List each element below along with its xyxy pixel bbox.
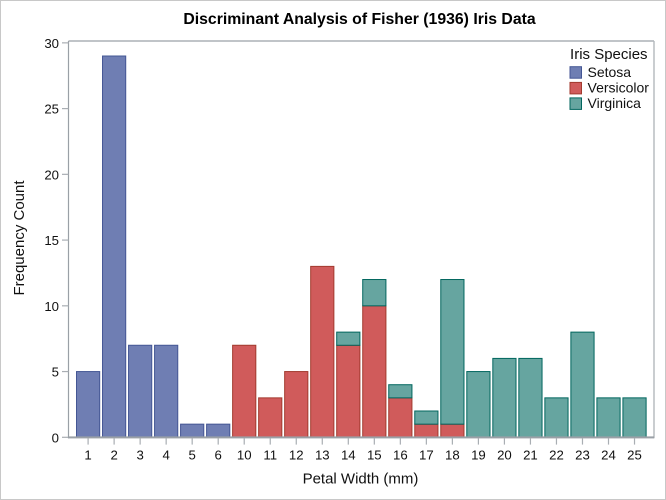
- svg-text:Petal Width (mm): Petal Width (mm): [303, 471, 419, 488]
- svg-text:24: 24: [601, 448, 616, 463]
- svg-text:Frequency Count: Frequency Count: [11, 180, 28, 296]
- svg-text:15: 15: [44, 233, 59, 248]
- svg-text:0: 0: [52, 430, 59, 445]
- svg-text:3: 3: [136, 448, 143, 463]
- svg-text:2: 2: [110, 448, 117, 463]
- svg-text:11: 11: [263, 448, 277, 463]
- svg-text:10: 10: [237, 448, 252, 463]
- svg-text:6: 6: [215, 448, 222, 463]
- svg-text:18: 18: [445, 448, 460, 463]
- svg-text:5: 5: [189, 448, 196, 463]
- svg-text:13: 13: [315, 448, 330, 463]
- svg-text:Iris Species: Iris Species: [570, 46, 648, 63]
- svg-text:19: 19: [471, 448, 486, 463]
- svg-text:21: 21: [523, 448, 538, 463]
- svg-text:Setosa: Setosa: [588, 64, 632, 80]
- svg-text:Discriminant Analysis of Fishe: Discriminant Analysis of Fisher (1936) I…: [183, 11, 536, 28]
- svg-text:4: 4: [162, 448, 169, 463]
- svg-text:16: 16: [393, 448, 408, 463]
- svg-text:25: 25: [627, 448, 642, 463]
- svg-text:30: 30: [44, 36, 59, 51]
- svg-text:25: 25: [44, 102, 59, 117]
- svg-text:20: 20: [497, 448, 512, 463]
- svg-text:1: 1: [84, 448, 91, 463]
- svg-text:22: 22: [549, 448, 564, 463]
- svg-text:23: 23: [575, 448, 590, 463]
- svg-text:15: 15: [367, 448, 382, 463]
- svg-text:10: 10: [44, 299, 59, 314]
- svg-text:12: 12: [289, 448, 304, 463]
- svg-text:Versicolor: Versicolor: [588, 80, 650, 96]
- svg-text:14: 14: [341, 448, 356, 463]
- svg-text:17: 17: [419, 448, 434, 463]
- svg-text:20: 20: [44, 167, 59, 182]
- svg-text:5: 5: [52, 365, 59, 380]
- svg-text:Virginica: Virginica: [588, 95, 642, 111]
